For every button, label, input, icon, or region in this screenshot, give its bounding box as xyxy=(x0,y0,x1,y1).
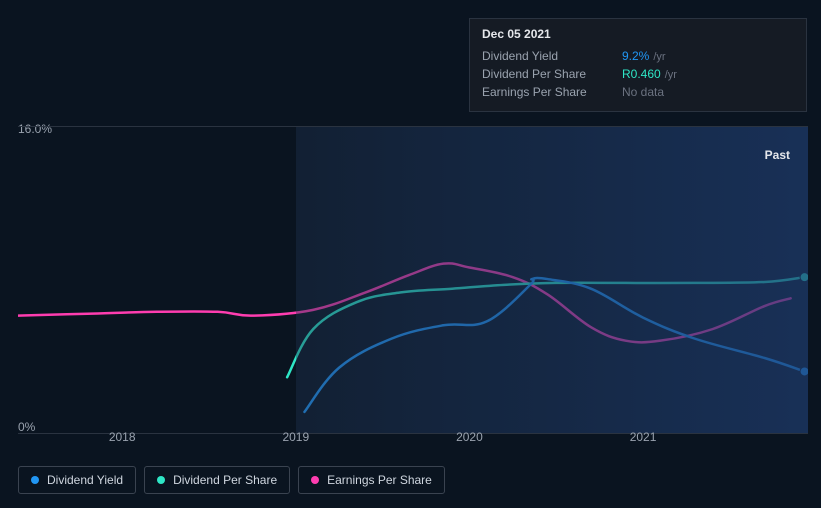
tooltip-row-value: No data xyxy=(622,85,664,99)
x-axis-tick-label: 2019 xyxy=(282,430,309,444)
x-axis-tick-label: 2018 xyxy=(109,430,136,444)
legend-dot-icon xyxy=(311,476,319,484)
tooltip-row-label: Earnings Per Share xyxy=(482,85,622,99)
legend-item[interactable]: Dividend Per Share xyxy=(144,466,290,494)
shaded-region xyxy=(296,127,808,433)
tooltip-row-value: 9.2% xyxy=(622,49,649,63)
legend-label: Dividend Per Share xyxy=(173,473,277,487)
past-label: Past xyxy=(765,148,790,162)
legend-item[interactable]: Dividend Yield xyxy=(18,466,136,494)
tooltip-row: Dividend Per ShareR0.460/yr xyxy=(482,65,794,83)
tooltip-row-label: Dividend Per Share xyxy=(482,67,622,81)
tooltip-row-unit: /yr xyxy=(665,69,677,81)
x-axis-tick-label: 2021 xyxy=(630,430,657,444)
tooltip-row: Earnings Per ShareNo data xyxy=(482,83,794,101)
legend-dot-icon xyxy=(157,476,165,484)
legend-label: Dividend Yield xyxy=(47,473,123,487)
tooltip-row: Dividend Yield9.2% /yr xyxy=(482,47,794,65)
legend-label: Earnings Per Share xyxy=(327,473,432,487)
tooltip: Dec 05 2021 Dividend Yield9.2%/yrDividen… xyxy=(469,18,807,112)
legend-dot-icon xyxy=(31,476,39,484)
tooltip-date: Dec 05 2021 xyxy=(482,27,794,41)
plot-area xyxy=(18,126,808,434)
legend: Dividend Yield Dividend Per Share Earnings… xyxy=(18,466,445,494)
tooltip-row-label: Dividend Yield xyxy=(482,49,622,63)
tooltip-row-value: R0.460 xyxy=(622,67,661,81)
tooltip-row-unit: /yr xyxy=(653,51,665,63)
legend-item[interactable]: Earnings Per Share xyxy=(298,466,445,494)
x-axis-labels: 2018 2019 2020 2021 xyxy=(18,430,808,450)
x-axis-tick-label: 2020 xyxy=(456,430,483,444)
